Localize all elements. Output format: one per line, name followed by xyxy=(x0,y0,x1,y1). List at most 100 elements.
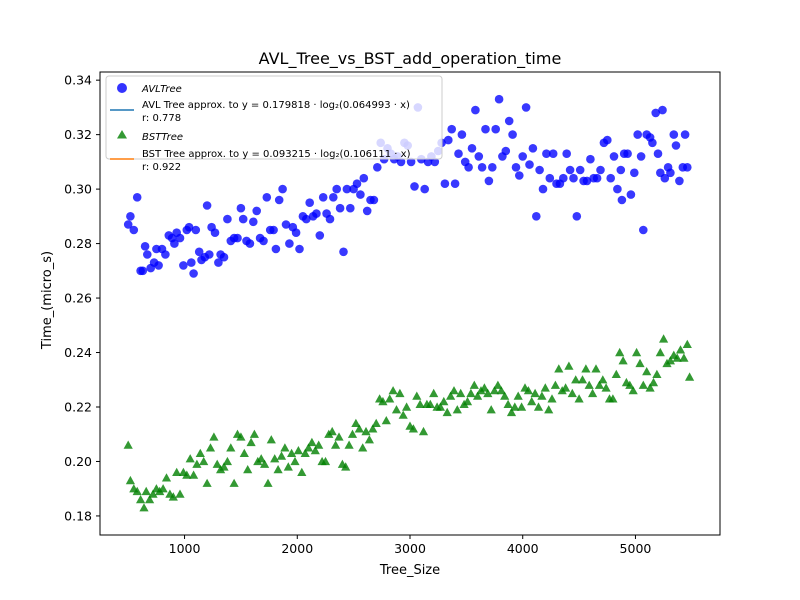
avl-data-point xyxy=(154,261,163,270)
avl-data-point xyxy=(454,149,463,158)
bst-data-point xyxy=(418,426,429,436)
bst-data-point xyxy=(246,437,256,447)
bst-data-point xyxy=(229,478,239,487)
bst-data-point xyxy=(655,347,665,357)
avl-data-point xyxy=(450,179,460,188)
y-axis-label: Time_(micro_s) xyxy=(40,251,55,350)
bst-data-point xyxy=(270,454,280,463)
avl-data-point xyxy=(636,152,646,161)
avl-data-point xyxy=(369,195,379,205)
bst-data-point xyxy=(682,339,692,348)
avl-data-point xyxy=(457,130,467,139)
bst-data-point xyxy=(577,375,588,384)
bst-data-point xyxy=(415,399,425,408)
avl-data-point xyxy=(562,149,571,158)
bst-data-point xyxy=(205,443,216,452)
bst-data-point xyxy=(486,405,496,414)
bst-data-point xyxy=(293,446,303,455)
avl-data-point xyxy=(249,217,258,227)
bst-data-point xyxy=(581,364,591,373)
avl-data-point xyxy=(430,157,440,167)
plot-area xyxy=(123,94,695,512)
avl-data-point xyxy=(617,195,627,205)
bst-data-point xyxy=(527,396,537,406)
bst-data-point xyxy=(280,443,290,452)
bst-data-point xyxy=(199,456,209,466)
avl-data-point xyxy=(123,220,133,229)
bst-data-point xyxy=(297,467,307,476)
avl-data-point xyxy=(238,214,248,224)
bst-data-point xyxy=(547,394,557,403)
avl-data-point xyxy=(170,239,179,248)
bst-data-point xyxy=(123,440,133,449)
avl-data-point xyxy=(346,203,355,213)
avl-data-point xyxy=(252,206,261,216)
bst-data-point xyxy=(354,424,364,433)
avl-data-point xyxy=(140,242,150,251)
avl-data-point xyxy=(420,184,430,194)
bst-data-point xyxy=(564,361,574,370)
legend-avl-marker xyxy=(117,83,127,93)
avl-data-point xyxy=(161,250,170,259)
avl-data-point xyxy=(233,233,242,243)
bst-data-point xyxy=(429,388,439,398)
bst-data-point xyxy=(398,410,408,419)
bst-data-point xyxy=(287,448,297,457)
bst-data-point xyxy=(266,435,276,444)
avl-data-point xyxy=(592,173,602,183)
bst-data-point xyxy=(638,380,648,389)
bst-data-point xyxy=(584,380,594,389)
avl-data-point xyxy=(464,163,473,172)
avl-data-point xyxy=(582,176,592,186)
bst-data-point xyxy=(648,377,659,387)
bst-data-point xyxy=(202,478,212,487)
avl-data-point xyxy=(189,269,198,278)
bst-data-point xyxy=(533,402,544,411)
avl-data-point xyxy=(440,179,450,188)
bst-data-point xyxy=(239,448,249,457)
bst-data-point xyxy=(391,405,402,414)
x-tick-label: 3000 xyxy=(394,541,426,556)
avl-data-point xyxy=(467,144,477,153)
avl-data-point xyxy=(179,261,188,270)
bst-data-point xyxy=(347,429,358,438)
bst-data-point xyxy=(642,367,652,376)
bst-data-point xyxy=(517,402,527,411)
avl-data-point xyxy=(518,152,527,161)
bst-data-point xyxy=(469,380,479,389)
bst-data-point xyxy=(479,383,489,392)
avl-data-point xyxy=(504,116,514,126)
y-tick-label: 0.30 xyxy=(64,182,92,197)
bst-data-point xyxy=(136,495,146,504)
avl-data-point xyxy=(488,163,497,172)
bst-data-point xyxy=(351,418,361,427)
y-tick-label: 0.32 xyxy=(64,127,92,142)
bst-data-point xyxy=(544,405,554,414)
bst-data-point xyxy=(679,353,689,362)
avl-data-point xyxy=(651,108,660,118)
bst-data-point xyxy=(310,446,320,455)
avl-data-point xyxy=(515,171,524,180)
avl-data-point xyxy=(623,149,632,158)
avl-data-point xyxy=(132,193,142,202)
bst-data-point xyxy=(145,495,155,504)
bst-data-point xyxy=(368,424,378,433)
bst-data-point xyxy=(358,443,368,452)
avl-data-point xyxy=(329,193,338,202)
avl-data-point xyxy=(633,130,642,139)
avl-data-point xyxy=(545,173,555,183)
bst-data-point xyxy=(489,386,500,395)
bst-data-point xyxy=(483,388,493,398)
avl-data-point xyxy=(559,173,568,183)
avl-data-point xyxy=(129,225,139,235)
avl-data-point xyxy=(278,184,287,194)
bst-data-point xyxy=(249,429,259,438)
avl-data-point xyxy=(302,214,311,224)
avl-data-point xyxy=(291,228,301,237)
y-tick-label: 0.20 xyxy=(64,454,92,469)
avl-data-point xyxy=(606,173,615,183)
bst-data-point xyxy=(615,347,625,357)
avl-data-point xyxy=(569,173,578,183)
avl-data-point xyxy=(603,135,612,145)
